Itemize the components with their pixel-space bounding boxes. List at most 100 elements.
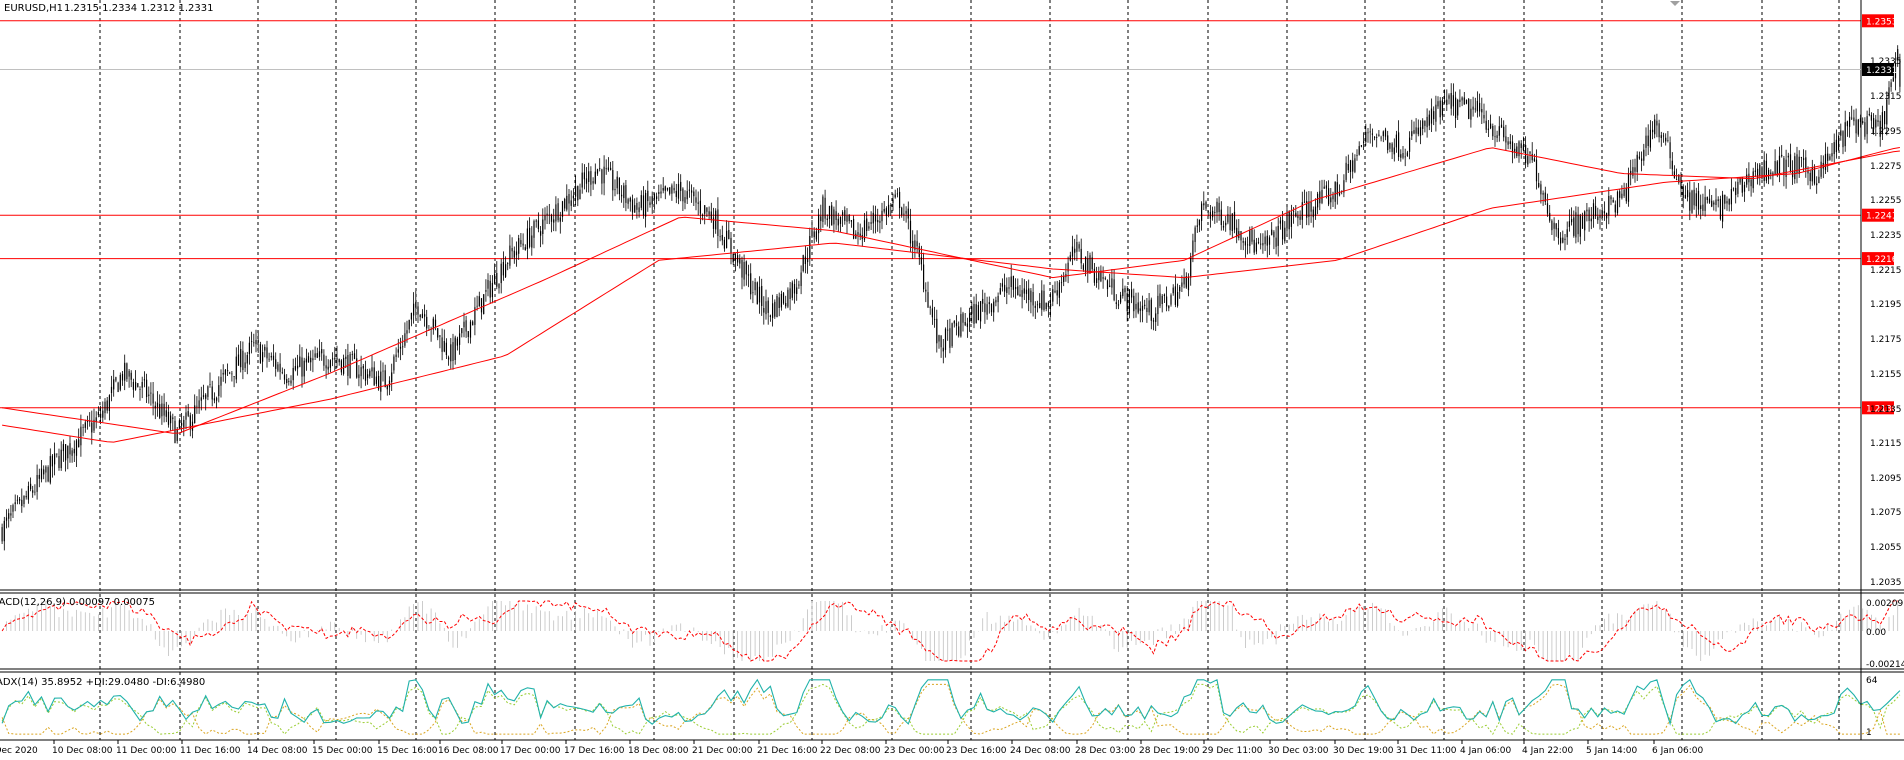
candle-body bbox=[507, 263, 509, 264]
candle-body bbox=[907, 208, 909, 219]
macd-label: MACD(12,26,9) 0.00097 0.00075 bbox=[0, 597, 155, 608]
candle-body bbox=[509, 245, 511, 266]
candle-body bbox=[1025, 289, 1028, 294]
candle-body bbox=[798, 284, 800, 286]
candle-body bbox=[888, 204, 890, 215]
candle-body bbox=[91, 422, 93, 433]
candle-body bbox=[590, 171, 592, 185]
candle-body bbox=[719, 236, 721, 238]
candle-body bbox=[901, 207, 903, 216]
candle-body bbox=[318, 351, 321, 357]
candle-body bbox=[187, 411, 189, 416]
candle-body bbox=[896, 193, 898, 195]
candle-body bbox=[990, 304, 993, 313]
candle-body bbox=[1623, 189, 1625, 196]
candle-body bbox=[1448, 95, 1450, 99]
candle-body bbox=[1446, 99, 1448, 105]
candle-body bbox=[349, 354, 351, 379]
candle-body bbox=[189, 415, 191, 430]
candle-body bbox=[822, 196, 824, 222]
macd-signal-line bbox=[1, 600, 1898, 662]
candle-body bbox=[163, 403, 165, 416]
candle-body bbox=[1328, 188, 1330, 205]
candle-body bbox=[1612, 200, 1614, 203]
candle-body bbox=[1641, 158, 1643, 161]
horizontal-levels[interactable]: 1.2353 1.2241 1.2216 1.2130 bbox=[0, 14, 1898, 415]
candle-body bbox=[1759, 164, 1761, 177]
candle-body bbox=[636, 203, 638, 210]
candle-body bbox=[693, 191, 695, 197]
candle-body bbox=[1185, 276, 1187, 288]
candle-body bbox=[1205, 201, 1207, 209]
candle-body bbox=[1174, 286, 1176, 305]
time-label: 6 Jan 06:00 bbox=[1652, 746, 1704, 756]
candle-body bbox=[378, 375, 380, 390]
candle-body bbox=[1776, 161, 1778, 176]
candle-body bbox=[1058, 282, 1060, 298]
time-label: 22 Dec 08:00 bbox=[820, 746, 881, 756]
candle-body bbox=[1529, 151, 1531, 154]
candle-body bbox=[1842, 131, 1844, 148]
candle-body bbox=[156, 402, 159, 408]
time-label: 11 Dec 00:00 bbox=[116, 746, 177, 756]
candle-body bbox=[754, 282, 756, 291]
candle-body bbox=[128, 370, 130, 377]
candle-body bbox=[16, 499, 18, 501]
candle-body bbox=[833, 209, 835, 225]
candle-body bbox=[100, 413, 102, 418]
candle-body bbox=[213, 398, 215, 401]
candle-body bbox=[1338, 191, 1341, 196]
candle-body bbox=[931, 308, 933, 318]
candle-body bbox=[1365, 131, 1367, 143]
candle-body bbox=[807, 259, 809, 263]
candle-body bbox=[940, 335, 942, 348]
candle-body bbox=[837, 218, 839, 226]
candle-body bbox=[782, 293, 785, 304]
candle-body bbox=[30, 483, 32, 490]
candle-body bbox=[962, 313, 964, 323]
candle-body bbox=[434, 319, 437, 327]
candle-body bbox=[1349, 160, 1352, 172]
candle-body bbox=[1652, 129, 1654, 133]
candle-body bbox=[102, 410, 104, 418]
candle-body bbox=[1336, 182, 1338, 195]
candle-body bbox=[154, 405, 156, 409]
candle-body bbox=[1419, 127, 1422, 136]
time-label: 17 Dec 16:00 bbox=[564, 746, 625, 756]
candle-body bbox=[1669, 142, 1671, 159]
candle-body bbox=[664, 186, 666, 191]
candle-body bbox=[1505, 136, 1507, 143]
candle-body bbox=[1187, 276, 1190, 291]
candle-body bbox=[1616, 191, 1619, 214]
candle-body bbox=[1225, 222, 1227, 226]
candle-body bbox=[1706, 196, 1708, 200]
candle-body bbox=[658, 192, 660, 194]
candle-body bbox=[21, 499, 23, 506]
chart-shift-icon[interactable] bbox=[1670, 1, 1680, 6]
candle-body bbox=[1168, 305, 1170, 309]
candle-body bbox=[1708, 198, 1711, 203]
candle-body bbox=[1704, 197, 1706, 211]
candle-body bbox=[623, 185, 625, 199]
candle-body bbox=[1402, 153, 1404, 158]
candle-body bbox=[143, 379, 145, 381]
candle-body bbox=[653, 193, 655, 200]
candle-body bbox=[1555, 223, 1557, 230]
candle-body bbox=[181, 422, 183, 426]
candle-body bbox=[275, 359, 277, 369]
candle-body bbox=[135, 382, 137, 390]
candle-body bbox=[148, 394, 150, 396]
candle-body bbox=[240, 349, 242, 368]
candle-body bbox=[1098, 272, 1100, 281]
candle-body bbox=[270, 356, 272, 358]
candle-body bbox=[1358, 146, 1360, 155]
candle-body bbox=[570, 200, 572, 206]
candle-body bbox=[1619, 191, 1621, 198]
candle-body bbox=[1844, 122, 1846, 147]
candle-body bbox=[638, 207, 640, 213]
candle-body bbox=[1503, 126, 1505, 138]
candle-body bbox=[789, 288, 791, 299]
candle-body bbox=[1244, 241, 1246, 246]
candle-body bbox=[984, 303, 986, 313]
